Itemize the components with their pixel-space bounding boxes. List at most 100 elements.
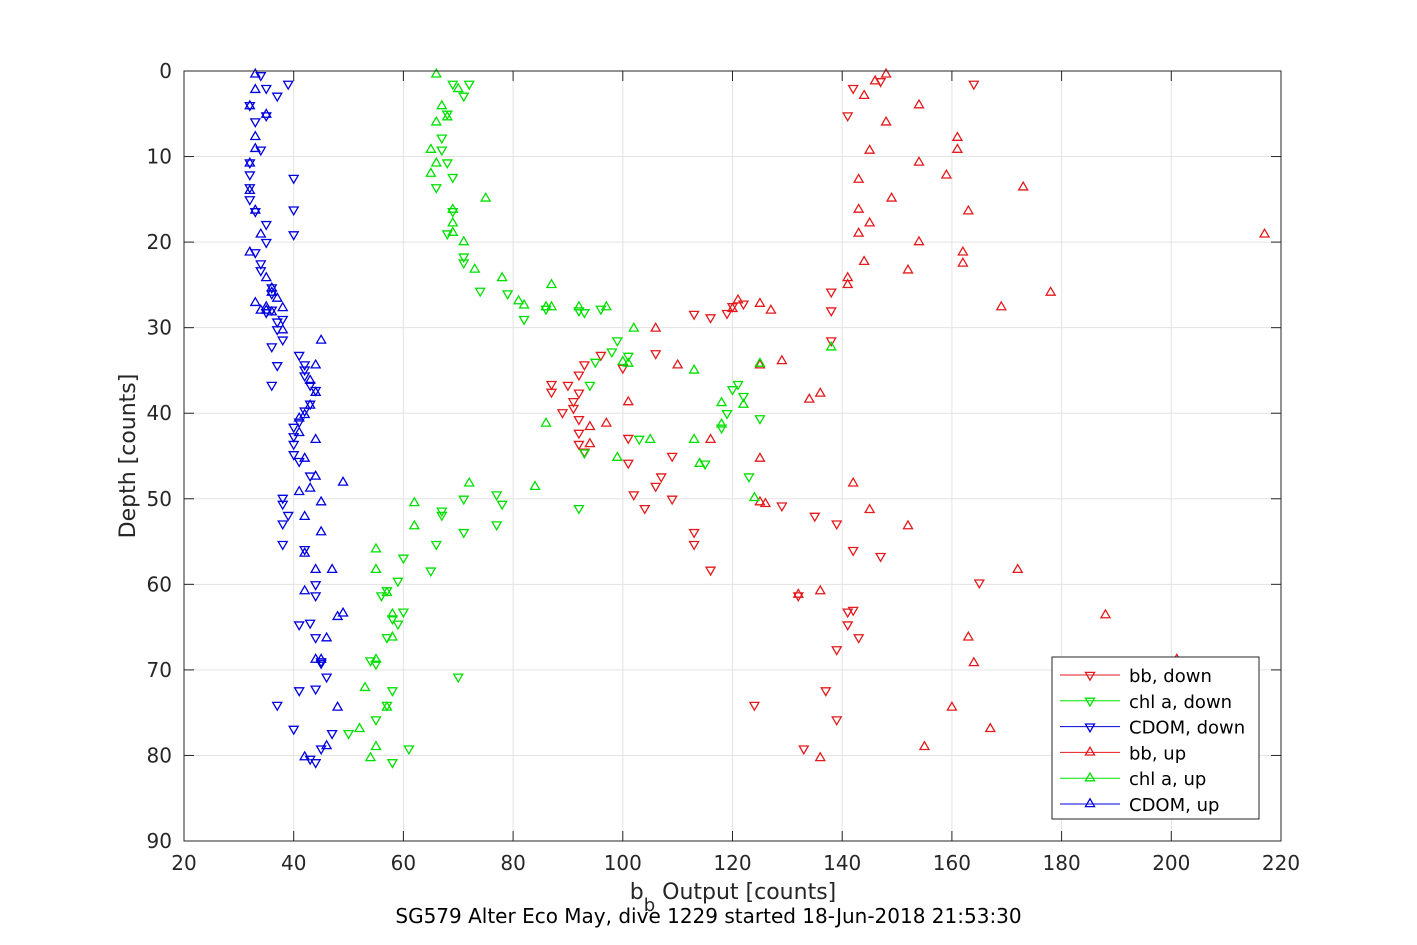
data-point xyxy=(600,300,612,311)
data-point xyxy=(244,156,256,167)
data-point xyxy=(315,745,327,756)
data-point xyxy=(589,358,602,369)
data-point xyxy=(282,511,294,522)
data-point xyxy=(480,191,492,202)
data-point xyxy=(299,366,311,377)
data-point xyxy=(359,681,371,692)
data-point xyxy=(957,245,969,256)
data-point xyxy=(299,408,311,419)
data-point xyxy=(315,525,327,536)
data-point xyxy=(441,159,453,170)
data-point xyxy=(447,203,459,213)
data-point xyxy=(381,586,393,597)
data-point xyxy=(995,300,1007,311)
data-point xyxy=(512,294,525,305)
data-point xyxy=(458,92,470,103)
data-point xyxy=(255,267,267,277)
data-point xyxy=(814,387,826,397)
data-point xyxy=(271,92,283,103)
data-point xyxy=(688,310,700,321)
data-point xyxy=(798,745,810,756)
data-point xyxy=(518,315,530,326)
data-point xyxy=(490,521,503,531)
data-point xyxy=(913,98,925,109)
data-point xyxy=(403,745,415,756)
data-point xyxy=(885,191,898,202)
x-tick-label: 140 xyxy=(823,851,861,875)
data-point xyxy=(304,381,316,392)
data-point xyxy=(271,701,283,712)
data-point xyxy=(288,231,300,241)
data-point xyxy=(611,337,623,347)
legend-label: bb, down xyxy=(1129,666,1212,687)
data-point xyxy=(392,620,404,631)
data-point xyxy=(628,491,640,501)
data-point xyxy=(820,687,832,697)
y-tick-label: 60 xyxy=(147,572,172,596)
data-point xyxy=(331,701,344,711)
data-point xyxy=(490,491,503,501)
data-point xyxy=(721,409,733,420)
data-point xyxy=(288,725,300,736)
legend-label: chl a, down xyxy=(1129,692,1232,713)
data-point xyxy=(496,500,508,511)
data-point xyxy=(721,309,733,320)
data-point xyxy=(299,510,311,520)
data-point xyxy=(496,271,508,282)
data-point xyxy=(726,302,739,313)
data-point xyxy=(622,395,634,406)
data-point xyxy=(386,759,399,769)
data-point xyxy=(299,547,311,557)
series-chl-a-up xyxy=(353,67,837,762)
data-point xyxy=(436,134,448,145)
data-point xyxy=(249,203,261,214)
data-point xyxy=(913,156,925,166)
data-point xyxy=(1099,608,1112,619)
data-point xyxy=(458,528,470,539)
series-bb-up xyxy=(584,67,1271,762)
data-point xyxy=(688,363,700,374)
data-point xyxy=(370,653,382,663)
data-point xyxy=(540,416,552,427)
data-point xyxy=(386,630,399,641)
data-point xyxy=(353,722,366,733)
data-point xyxy=(304,374,316,384)
data-point xyxy=(288,440,300,451)
data-point xyxy=(831,716,843,727)
data-point xyxy=(463,476,475,487)
data-point xyxy=(244,171,256,182)
data-point xyxy=(244,245,256,256)
data-point xyxy=(293,485,305,496)
data-point xyxy=(688,528,700,539)
series-chl-a-down xyxy=(342,80,766,769)
data-point xyxy=(754,358,766,369)
x-tick-label: 220 xyxy=(1262,851,1300,875)
data-point xyxy=(584,437,596,448)
data-point xyxy=(732,380,744,391)
data-point xyxy=(266,343,278,353)
data-point xyxy=(309,470,322,480)
y-tick-label: 40 xyxy=(147,401,172,425)
data-point xyxy=(397,608,410,619)
data-point xyxy=(266,281,278,292)
data-point xyxy=(436,146,448,157)
data-point xyxy=(299,584,311,595)
data-point xyxy=(260,84,272,95)
data-point xyxy=(726,386,739,396)
data-point xyxy=(447,80,459,91)
data-point xyxy=(249,67,261,78)
data-point xyxy=(584,420,596,431)
data-point xyxy=(776,354,788,365)
data-point xyxy=(425,143,437,153)
data-point xyxy=(650,350,662,360)
data-point xyxy=(842,112,854,122)
data-point xyxy=(853,227,865,237)
data-point xyxy=(277,494,289,505)
data-point xyxy=(1044,286,1057,296)
data-point xyxy=(309,563,322,574)
data-point xyxy=(309,685,322,696)
subtitle: SG579 Alter Eco May, dive 1229 started 1… xyxy=(395,904,1022,928)
data-point xyxy=(902,519,914,530)
data-point xyxy=(331,610,344,621)
y-tick-label: 50 xyxy=(147,487,172,511)
